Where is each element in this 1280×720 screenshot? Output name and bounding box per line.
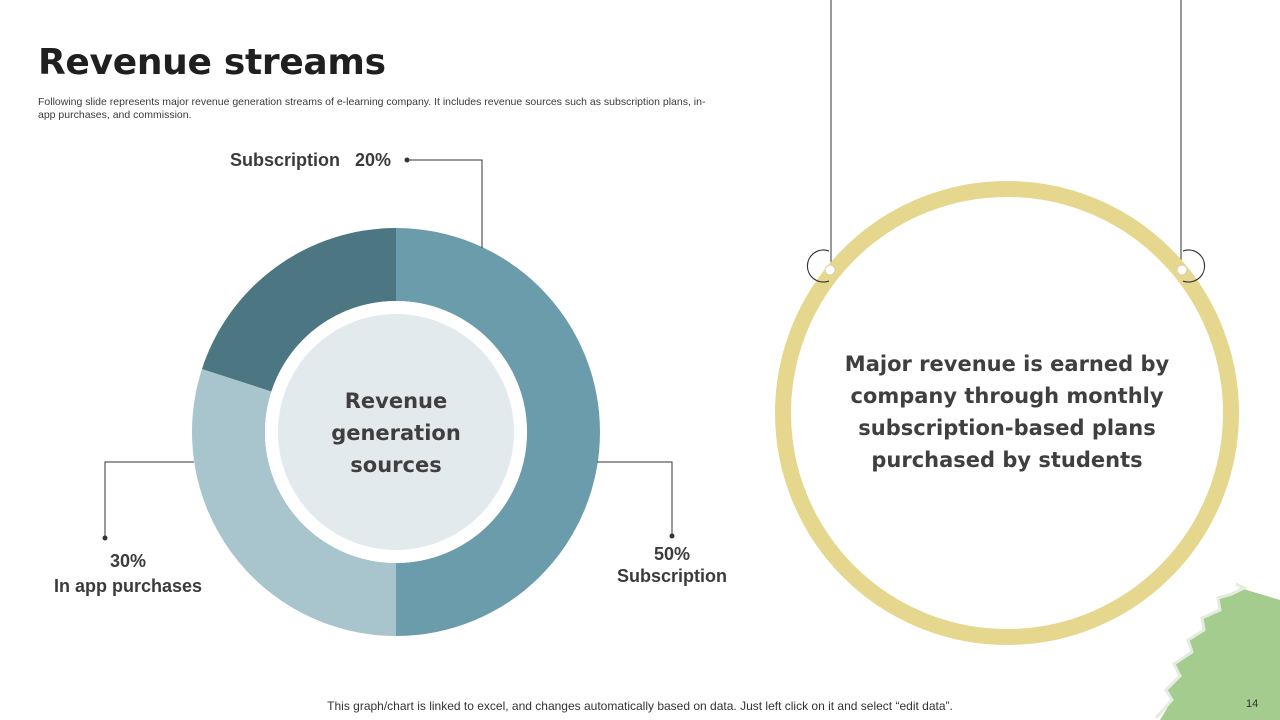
callout-subscription-50-value: 50% [653, 544, 691, 564]
donut-chart [191, 228, 600, 636]
leader-dot-subscription-20 [404, 157, 410, 163]
callout-in-app-30: 30% In app purchases [50, 549, 206, 599]
donut-slice-0 [396, 228, 600, 636]
donut-center-label: Revenue generation sources [331, 389, 461, 477]
callout-subscription-50-label: Subscription [616, 566, 727, 586]
leader-line-subscription-50 [597, 461, 673, 536]
page-number: 14 [1246, 698, 1259, 710]
slide-subtitle: Following slide represents major revenue… [38, 96, 706, 121]
leader-lines [104, 159, 673, 538]
leader-dots [102, 157, 675, 541]
callout-subscription-50: 50% Subscription [612, 543, 732, 587]
leader-dot-subscription-50 [669, 533, 675, 539]
callout-subscription-20-label: Subscription [230, 150, 341, 170]
callout-in-app-30-label: In app purchases [53, 576, 203, 596]
callout-subscription-20: Subscription 20% [230, 150, 391, 171]
decor-green-corner [1160, 588, 1280, 720]
decor-green-corner-edge [1154, 582, 1248, 719]
hanging-note-ring [775, 0, 1239, 645]
hook-joint-right [1176, 264, 1188, 276]
hook-left-icon [806, 249, 830, 283]
hook-joint-left [824, 264, 836, 276]
donut-slice-1 [191, 368, 396, 636]
footer-note: This graph/chart is linked to excel, and… [327, 699, 953, 713]
callout-subscription-20-value: 20% [355, 150, 392, 170]
note-text: Major revenue is earned by company throu… [844, 352, 1170, 472]
slide-title: Revenue streams [38, 42, 386, 83]
leader-line-subscription-20 [407, 159, 483, 248]
donut-center-disc [278, 314, 514, 550]
leader-dot-in-app-30 [102, 535, 108, 541]
donut-slice-2 [201, 228, 396, 392]
hook-right-icon [1182, 249, 1206, 283]
leader-line-in-app-30 [104, 461, 194, 538]
callout-in-app-30-value: 30% [109, 551, 147, 571]
note-ring-circle [775, 181, 1239, 645]
